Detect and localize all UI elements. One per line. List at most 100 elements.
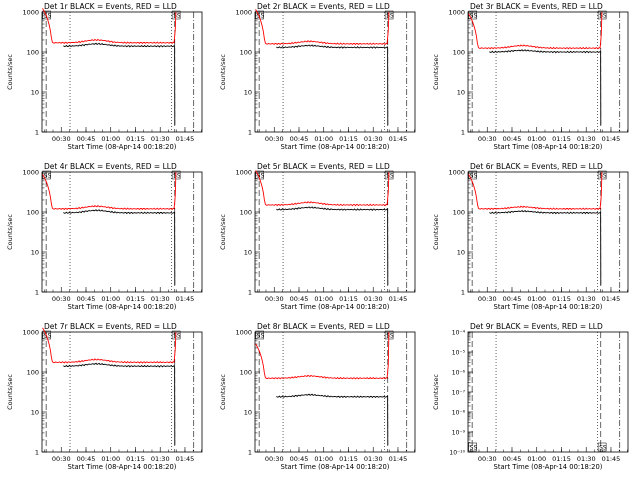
y-tick-label: 1000 [235,169,252,177]
ss-marker-box [384,10,394,20]
y-tick-label: 1000 [235,9,252,17]
y-axis-label: Counts/sec [219,214,227,250]
ss-marker-label: SS [173,333,181,340]
y-tick-label: 1000 [448,9,465,17]
y-tick-label: 100 [240,369,252,377]
plot-title: Det 8r BLACK = Events, RED = LLD [257,322,390,331]
x-tick-label: 01:30 [577,135,596,143]
x-tick-label: 01:00 [101,295,120,303]
y-tick-label: 10⁻⁵ [452,350,466,357]
x-axis-label: Start Time (08-Apr-14 00:18:20) [281,143,390,151]
ss-marker-label: SS [257,333,265,340]
x-tick-label: 00:30 [265,295,284,303]
plot-title: Det 2r BLACK = Events, RED = LLD [257,2,390,11]
y-tick-label: 1 [461,289,465,297]
x-tick-label: 00:30 [52,295,71,303]
y-axis-label: Counts/sec [219,374,227,410]
y-tick-label: 1 [35,289,39,297]
detector-plot-7: Det 7r BLACK = Events, RED = LLD 1 10 100 10… [6,322,203,471]
events-series-line [63,209,176,286]
ss-marker-box [468,442,477,452]
x-tick-label: 00:30 [478,295,497,303]
y-tick-label: 1 [248,129,252,137]
x-tick-label: 01:00 [527,455,546,463]
y-tick-label: 10⁻¹⁰ [449,450,465,457]
detector-plot-6: Det 6r BLACK = Events, RED = LLD 1 10 100 10… [432,162,629,311]
ss-marker-label: SS [257,173,265,180]
lld-series-line [255,170,390,207]
ss-marker-label: SS [173,13,181,20]
detector-plot-4: Det 4r BLACK = Events, RED = LLD 1 10 100 10… [6,162,203,311]
ss-marker-box [42,10,51,20]
y-axis-label: Counts/sec [432,54,440,90]
x-tick-label: 01:45 [389,455,408,463]
x-tick-label: 00:45 [503,455,522,463]
x-axis-label: Start Time (08-Apr-14 00:18:20) [494,463,603,471]
y-tick-label: 1 [35,129,39,137]
y-tick-label: 10 [31,89,39,97]
x-tick-label: 01:30 [364,135,383,143]
plot-title: Det 6r BLACK = Events, RED = LLD [470,162,603,171]
ss-marker-label: SS [599,13,607,20]
y-tick-label: 1 [461,129,465,137]
events-series-line [489,49,602,126]
ss-marker-label: SS [599,445,607,452]
ss-marker-box [171,10,181,20]
ss-marker-label: SS [386,173,394,180]
x-tick-label: 00:45 [77,295,96,303]
y-tick-label: 100 [27,369,39,377]
plot-title: Det 9r BLACK = Events, RED = LLD [470,322,603,331]
plot-frame [41,331,203,453]
events-series-line [276,206,389,286]
y-tick-label: 10 [457,89,465,97]
y-axis-label: Counts/sec [6,54,14,90]
x-tick-label: 01:15 [339,135,358,143]
detector-plot-8: Det 8r BLACK = Events, RED = LLD 1 10 100 10… [219,322,416,471]
x-tick-label: 00:30 [52,455,71,463]
x-axis-label: Start Time (08-Apr-14 00:18:20) [68,463,177,471]
ss-marker-box [42,330,51,340]
x-axis-label: Start Time (08-Apr-14 00:18:20) [68,303,177,311]
x-tick-label: 01:45 [176,295,195,303]
x-tick-label: 01:15 [552,295,571,303]
y-tick-label: 10⁻⁹ [452,430,466,437]
detector-plot-5: Det 5r BLACK = Events, RED = LLD 1 10 100 10… [219,162,416,311]
y-tick-label: 1 [248,289,252,297]
lld-series-line [42,171,177,211]
ss-marker-label: SS [44,13,52,20]
y-tick-label: 10⁻⁸ [452,410,466,417]
lld-series-line [42,8,177,45]
x-tick-label: 00:45 [77,455,96,463]
y-tick-label: 1 [248,449,252,457]
ss-marker-box [597,442,607,452]
x-tick-label: 01:15 [126,295,145,303]
plot-frame [467,11,629,133]
y-tick-label: 10 [31,409,39,417]
ss-marker-label: SS [470,173,478,180]
detector-plot-2: Det 2r BLACK = Events, RED = LLD 1 10 100 10… [219,2,416,151]
plot-title: Det 4r BLACK = Events, RED = LLD [44,162,177,171]
y-tick-label: 100 [27,49,39,57]
ss-marker-box [255,330,264,340]
x-tick-label: 01:45 [389,295,408,303]
y-tick-label: 100 [240,209,252,217]
y-tick-label: 100 [240,49,252,57]
detector-plot-3: Det 3r BLACK = Events, RED = LLD 1 10 100 10… [432,2,629,151]
y-tick-label: 10 [244,409,252,417]
y-tick-label: 10 [244,89,252,97]
ss-marker-label: SS [44,333,52,340]
x-tick-label: 01:00 [314,455,333,463]
y-axis-label: Counts/sec [432,374,440,410]
events-series-line [276,393,389,446]
y-tick-label: 10⁻⁶ [452,370,466,377]
y-axis-label: Counts/sec [432,214,440,250]
x-tick-label: 01:30 [151,455,170,463]
x-tick-label: 00:45 [290,135,309,143]
x-tick-label: 01:00 [101,135,120,143]
ss-marker-box [171,330,181,340]
y-axis-label: Counts/sec [219,54,227,90]
plot-frame [467,171,629,293]
y-axis-label: Counts/sec [6,374,14,410]
x-tick-label: 01:30 [151,135,170,143]
